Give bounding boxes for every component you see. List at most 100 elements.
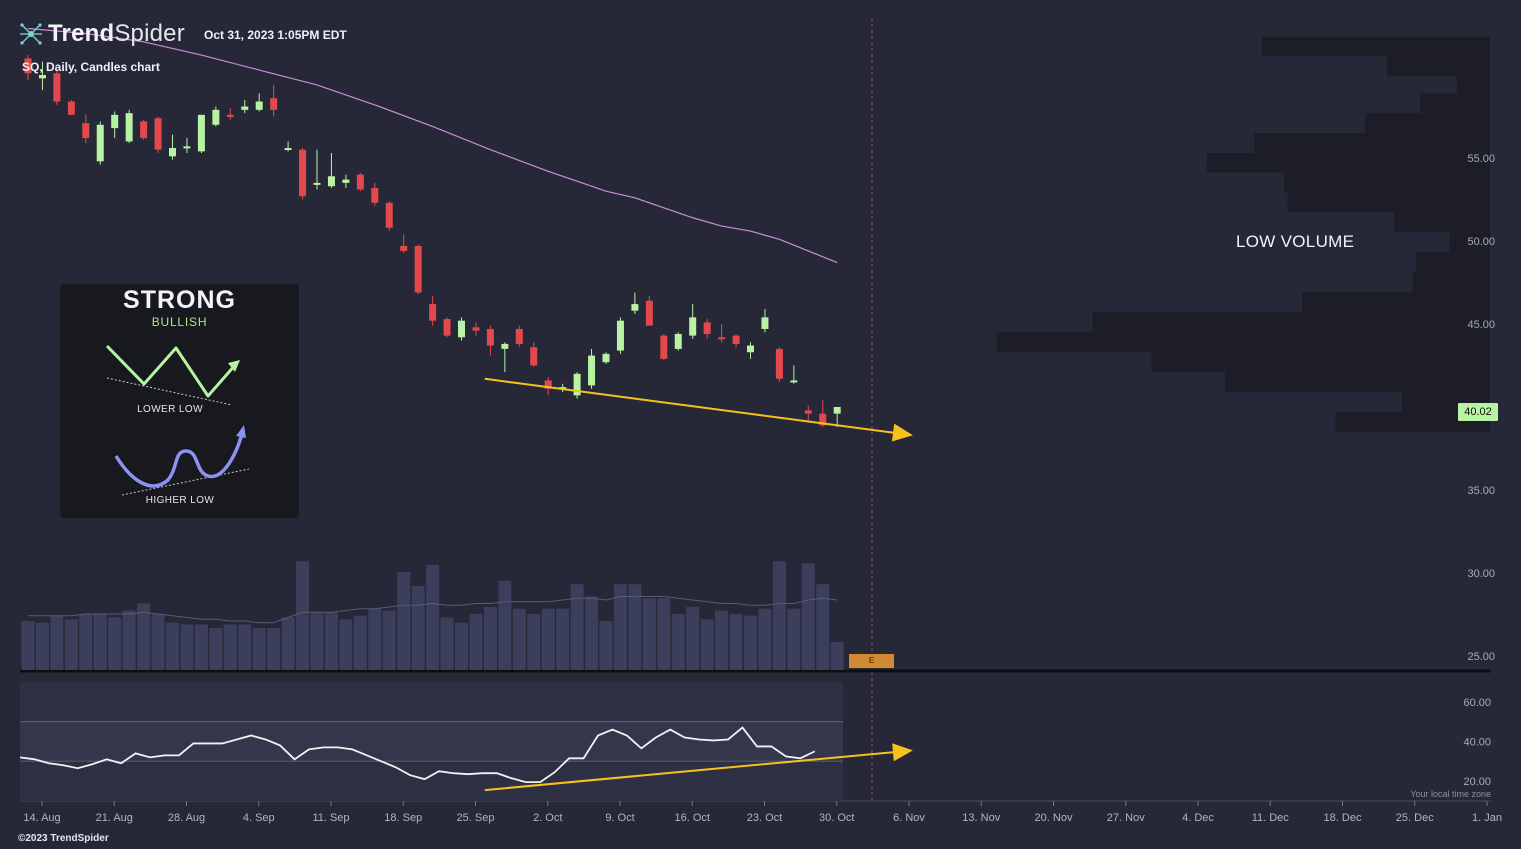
candle-bear[interactable] [775, 348, 783, 379]
candle-bear[interactable] [53, 73, 61, 102]
candle-bull[interactable] [761, 317, 769, 329]
candle-bear[interactable] [515, 328, 523, 344]
volume-bar [613, 584, 627, 670]
candle-bull[interactable] [616, 320, 624, 351]
volume-bar [700, 619, 714, 670]
candle-bear[interactable] [804, 410, 812, 414]
volume-bar [267, 628, 281, 670]
candle-bull[interactable] [790, 380, 798, 383]
candle-bear[interactable] [732, 335, 740, 344]
candle-bear[interactable] [140, 121, 148, 139]
candle-bull[interactable] [501, 343, 509, 349]
volume-profile-bar [1092, 312, 1490, 332]
candle-bear[interactable] [356, 174, 364, 190]
volume-profile-bar [1225, 372, 1490, 392]
candle-bull[interactable] [674, 333, 682, 349]
candle-bear[interactable] [645, 300, 653, 326]
time-tick-label: 28. Aug [168, 812, 205, 824]
lower-low-diagram-icon [105, 344, 250, 496]
candle-bull[interactable] [197, 114, 205, 152]
price-tick-label: 45.00 [1467, 319, 1495, 331]
candle-bear[interactable] [472, 327, 480, 331]
candle-bear[interactable] [530, 347, 538, 366]
candle-bull[interactable] [342, 179, 350, 183]
candle-bear[interactable] [67, 101, 75, 115]
candle-bull[interactable] [747, 345, 754, 353]
brand-name: TrendSpider [48, 20, 185, 48]
time-tick-label: 4. Dec [1182, 812, 1214, 824]
candle-bear[interactable] [819, 413, 827, 426]
volume-bar [353, 615, 367, 670]
volume-profile-bar [996, 332, 1490, 352]
earnings-marker[interactable]: E [849, 654, 894, 668]
volume-bar [744, 615, 757, 670]
candle-bear[interactable] [544, 380, 552, 389]
candle-bear[interactable] [718, 337, 726, 340]
candle-bear[interactable] [660, 335, 668, 359]
candle-bull[interactable] [602, 353, 610, 363]
price-support-trendline-arrow [891, 423, 913, 442]
candle-bear[interactable] [82, 123, 90, 139]
candle-bear[interactable] [703, 322, 711, 334]
candle-bear[interactable] [429, 304, 437, 321]
volume-bar [35, 622, 49, 670]
time-tick-label: 30. Oct [819, 812, 854, 824]
sma-line [27, 27, 838, 264]
candle-bull[interactable] [96, 124, 104, 162]
candle-bull[interactable] [588, 355, 596, 386]
volume-bar [411, 586, 425, 670]
volume-bar [180, 624, 194, 670]
price-tick-label: 30.00 [1467, 568, 1495, 580]
candle-bull[interactable] [241, 106, 249, 110]
volume-profile-bar [1386, 56, 1490, 77]
volume-bar [223, 624, 237, 670]
volume-profile-bar [1412, 272, 1490, 293]
volume-bar [339, 619, 353, 670]
volume-bar [599, 621, 613, 670]
candle-bull[interactable] [212, 109, 220, 125]
volume-bar [830, 642, 844, 670]
timezone-note[interactable]: Your local time zone [1410, 789, 1491, 799]
candle-bull[interactable] [573, 373, 581, 396]
candle-bull[interactable] [833, 407, 841, 414]
candle-bull[interactable] [125, 113, 133, 142]
volume-bar [382, 610, 396, 670]
candles[interactable] [24, 55, 841, 427]
candle-bull[interactable] [631, 304, 639, 311]
volume-bar [426, 565, 440, 670]
candle-bear[interactable] [371, 187, 379, 203]
candle-bull[interactable] [458, 320, 465, 338]
candle-bear[interactable] [385, 202, 393, 228]
candle-bull[interactable] [313, 182, 321, 185]
volume-profile-bar [1287, 192, 1490, 213]
candle-bull[interactable] [111, 114, 119, 129]
candle-bear[interactable] [226, 114, 234, 117]
candle-bear[interactable] [299, 149, 307, 197]
candle-bear[interactable] [400, 245, 408, 251]
candle-bull[interactable] [183, 146, 191, 149]
volume-bar [108, 617, 122, 670]
volume-bar [715, 610, 729, 670]
candle-bull[interactable] [284, 148, 292, 151]
candle-bull[interactable] [38, 75, 46, 79]
volume-bar [194, 624, 208, 670]
volume-bar [642, 598, 656, 670]
candle-bear[interactable] [414, 245, 422, 293]
candle-bear[interactable] [270, 98, 278, 110]
candle-bull[interactable] [689, 317, 697, 336]
candle-bear[interactable] [486, 328, 494, 346]
candle-bull[interactable] [327, 176, 335, 187]
pattern-label-lower-low: LOWER LOW [137, 404, 203, 415]
volume-profile-bar [1151, 352, 1490, 372]
volume-bar [628, 584, 642, 670]
volume-bar [512, 608, 526, 670]
rsi-tick-label: 40.00 [1463, 736, 1491, 748]
candle-bull[interactable] [255, 101, 263, 110]
volume-bar [527, 614, 541, 670]
volume-bar [79, 614, 93, 670]
candle-bear[interactable] [154, 118, 162, 150]
candle-bear[interactable] [24, 58, 32, 74]
candle-bear[interactable] [443, 319, 451, 336]
candle-bull[interactable] [169, 148, 176, 157]
